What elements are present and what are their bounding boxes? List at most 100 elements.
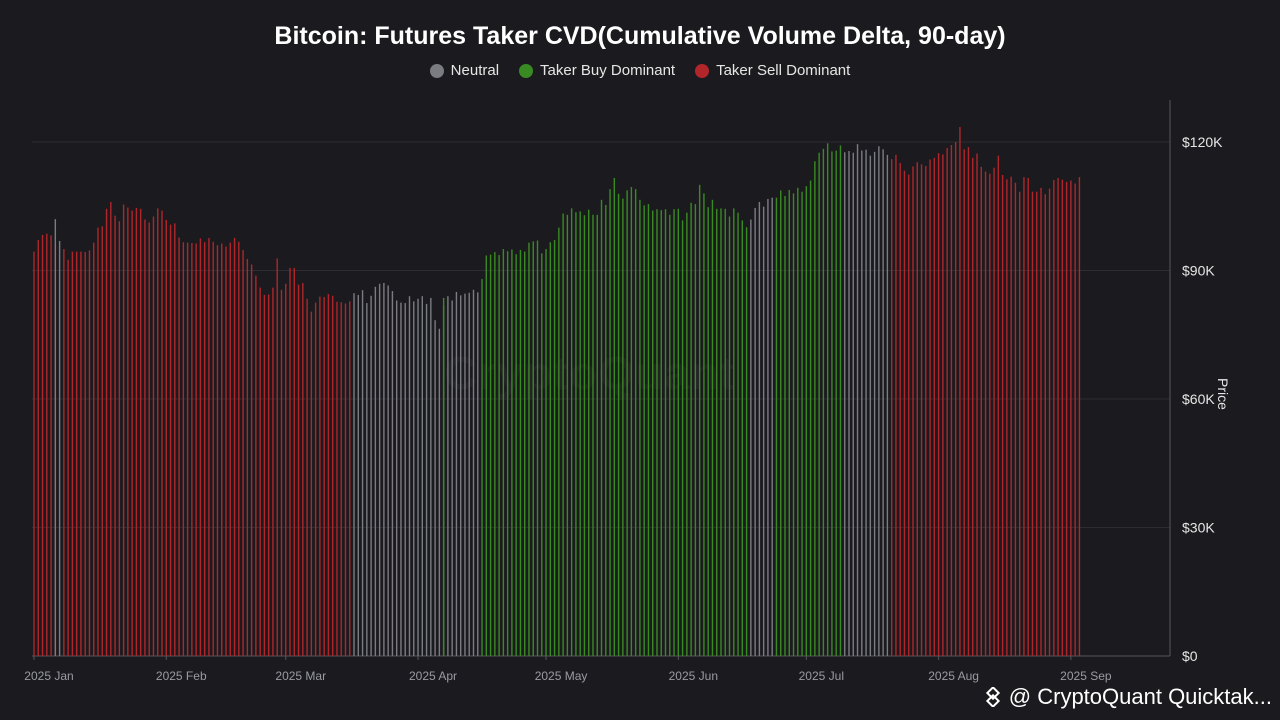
price-bar <box>558 227 560 656</box>
price-bar <box>41 234 44 656</box>
price-bar <box>634 189 637 656</box>
price-bar <box>1078 177 1081 656</box>
price-bar <box>250 264 253 656</box>
price-bar <box>1061 179 1064 656</box>
price-bar <box>545 249 547 657</box>
price-bar <box>980 166 982 657</box>
price-bar <box>511 249 513 657</box>
price-bar <box>267 294 270 656</box>
price-bar <box>46 233 48 656</box>
price-bar <box>570 208 573 656</box>
legend-item-neutral[interactable]: Neutral <box>429 62 499 79</box>
price-bar <box>306 298 308 656</box>
x-tick-label: 2025 Feb <box>156 669 207 683</box>
footer-attribution: @ CryptoQuant Quicktak... <box>983 684 1272 710</box>
price-bar <box>780 190 782 656</box>
price-bar <box>395 300 398 656</box>
price-bar <box>1031 191 1034 657</box>
price-bar <box>856 144 859 656</box>
price-bar <box>528 242 530 657</box>
price-bar <box>1036 191 1038 657</box>
price-bar <box>711 199 714 656</box>
price-bar <box>105 208 108 656</box>
price-bar <box>208 237 210 657</box>
price-bar <box>1065 181 1068 656</box>
price-bar <box>669 214 671 657</box>
price-bar <box>361 290 364 656</box>
price-bar <box>959 127 961 657</box>
price-bar <box>720 208 722 656</box>
price-bar <box>169 224 172 656</box>
price-bar <box>1057 177 1059 657</box>
price-bar <box>664 209 667 656</box>
price-bar <box>954 142 957 656</box>
price-bar <box>553 240 556 657</box>
price-bar <box>831 151 833 656</box>
price-bar <box>562 213 564 656</box>
price-bar <box>242 249 244 656</box>
price-bar <box>681 220 684 656</box>
price-bar <box>472 289 475 656</box>
chart-title: Bitcoin: Futures Taker CVD(Cumulative Vo… <box>274 22 1006 50</box>
price-bar <box>984 171 987 656</box>
price-bar <box>464 293 466 656</box>
price-bar <box>340 302 342 656</box>
price-bar <box>882 149 884 656</box>
price-bar <box>677 208 680 656</box>
price-bar <box>929 159 931 657</box>
price-bar <box>515 254 517 656</box>
price-bar <box>1074 183 1076 656</box>
cryptoquant-logo-icon <box>985 687 1000 707</box>
price-bar <box>216 245 219 656</box>
price-bar <box>417 298 419 656</box>
y-tick-label: $30K <box>1182 520 1215 536</box>
price-bar <box>1044 194 1046 657</box>
price-bar <box>421 296 423 656</box>
price-bar <box>481 279 483 656</box>
price-bar <box>1014 182 1017 657</box>
price-bar <box>541 253 543 656</box>
price-bar <box>989 173 991 657</box>
price-bar <box>976 153 978 656</box>
price-bar <box>767 198 769 657</box>
price-bar <box>814 161 816 656</box>
price-bar <box>212 241 214 656</box>
price-bar <box>293 267 295 656</box>
price-bar <box>135 207 138 657</box>
price-bar <box>302 282 304 656</box>
x-tick-label: 2025 Jan <box>24 669 73 683</box>
price-bar <box>349 301 351 656</box>
price-bar <box>139 208 142 656</box>
price-bar <box>327 294 330 656</box>
price-bar <box>737 212 739 657</box>
price-bar <box>694 204 697 656</box>
legend-swatch-neutral <box>429 63 444 78</box>
price-bar <box>592 214 594 657</box>
legend-item-taker-sell[interactable]: Taker Sell Dominant <box>695 62 850 79</box>
y-tick-label: $90K <box>1182 263 1215 279</box>
price-bar <box>37 240 39 657</box>
price-bar <box>468 292 470 656</box>
price-bar <box>775 197 778 656</box>
price-bar <box>225 246 227 656</box>
price-bar <box>370 295 372 656</box>
price-bar <box>276 258 278 656</box>
price-bar <box>826 143 829 656</box>
price-bar <box>1023 177 1025 656</box>
price-bar <box>374 286 377 656</box>
price-bar <box>255 275 257 656</box>
x-tick-label: 2025 Apr <box>409 669 457 683</box>
price-bar <box>336 301 338 656</box>
price-bar <box>285 283 287 656</box>
price-bar <box>600 199 603 656</box>
price-bar <box>690 202 692 656</box>
price-bar <box>784 195 786 656</box>
price-bar <box>331 295 334 656</box>
price-bar <box>122 204 125 656</box>
price-bar <box>596 214 598 657</box>
price-bar <box>186 242 189 657</box>
price-bar <box>485 255 488 656</box>
price-bar <box>221 243 223 656</box>
price-bar <box>809 180 812 657</box>
legend-item-taker-buy[interactable]: Taker Buy Dominant <box>519 62 675 79</box>
